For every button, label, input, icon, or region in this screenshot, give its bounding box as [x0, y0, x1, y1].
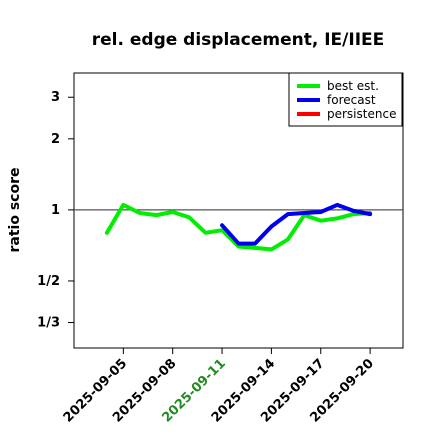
series-line-2 — [220, 202, 373, 246]
y-tick-label: 1/3 — [37, 316, 60, 331]
y-tick-label: 2 — [51, 132, 60, 147]
y-tick-label: 3 — [51, 90, 60, 105]
legend-label: forecast — [327, 93, 376, 107]
legend-label: best est. — [327, 79, 379, 93]
plot-frame — [73, 72, 404, 349]
series-line-1 — [104, 202, 373, 252]
chart-title: rel. edge displacement, IE/IIEE — [92, 30, 385, 50]
y-axis-label: ratio score — [7, 168, 23, 253]
y-tick-label: 1/2 — [37, 274, 60, 289]
legend-label: persistence — [327, 107, 396, 121]
y-tick-label: 1 — [51, 203, 60, 218]
